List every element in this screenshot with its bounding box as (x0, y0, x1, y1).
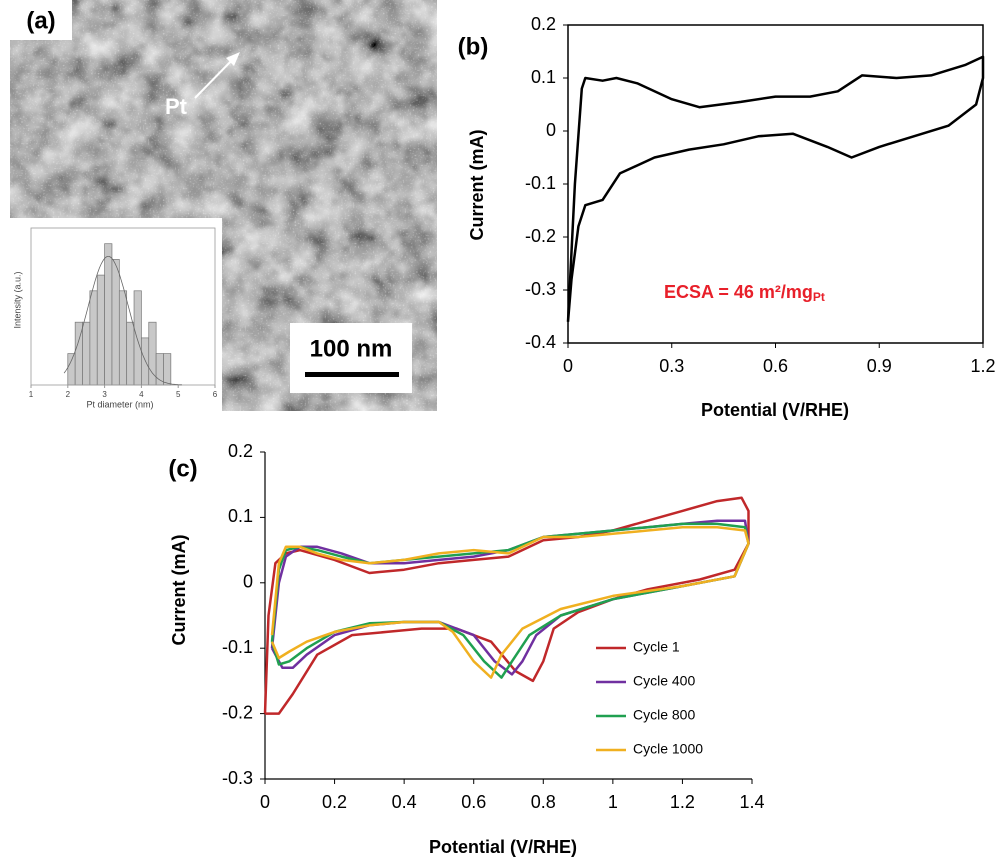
y-tick-label: -0.1 (525, 173, 556, 193)
y-tick-label: -0.2 (222, 702, 253, 722)
annotation: Pt (165, 94, 188, 119)
bar (163, 354, 170, 385)
annotation: ECSA = 46 m²/mgPt (664, 282, 825, 304)
legend-label: Cycle 400 (633, 673, 695, 689)
y-tick-label: -0.4 (525, 332, 556, 352)
x-tick-label: 1.2 (970, 356, 995, 376)
y-axis-label: Current (mA) (467, 129, 487, 240)
panel-label: (a) (26, 7, 55, 34)
x-tick-label: 0.8 (531, 792, 556, 812)
panel-label: (b) (458, 33, 489, 60)
bar (105, 244, 112, 385)
x-tick-label: 2 (66, 390, 71, 399)
y-tick-label: 0.2 (531, 14, 556, 34)
bar (68, 354, 75, 385)
x-tick-label: 0.6 (763, 356, 788, 376)
bar (90, 291, 97, 385)
x-tick-label: 6 (213, 390, 218, 399)
x-tick-label: 0.9 (867, 356, 892, 376)
legend-label: Cycle 1 (633, 639, 680, 655)
bar (97, 275, 104, 385)
x-axis-label: Potential (V/RHE) (429, 837, 577, 857)
y-tick-label: 0 (243, 572, 253, 592)
x-axis-label: Potential (V/RHE) (701, 400, 849, 420)
y-tick-label: 0.1 (531, 67, 556, 87)
x-tick-label: 4 (139, 390, 144, 399)
y-axis-label: Intensity (a.u.) (12, 271, 22, 328)
x-tick-label: 5 (176, 390, 181, 399)
y-tick-label: -0.3 (525, 279, 556, 299)
bar (119, 291, 126, 385)
y-tick-label: 0 (546, 120, 556, 140)
x-tick-label: 0 (563, 356, 573, 376)
annotation-text: ECSA = 46 m²/mg (664, 282, 813, 302)
x-tick-label: 1.2 (670, 792, 695, 812)
x-tick-label: 1 (608, 792, 618, 812)
bar (83, 322, 90, 385)
scale-label: 100 nm (310, 335, 393, 362)
x-tick-label: 1.4 (739, 792, 764, 812)
y-tick-label: 0.2 (228, 441, 253, 461)
x-tick-label: 0 (260, 792, 270, 812)
y-axis-label: Current (mA) (169, 534, 189, 645)
y-tick-label: 0.1 (228, 506, 253, 526)
panel-label: (c) (168, 455, 197, 482)
legend-label: Cycle 1000 (633, 741, 703, 757)
annotation-subscript: Pt (813, 290, 825, 304)
x-tick-label: 0.4 (392, 792, 417, 812)
x-tick-label: 1 (29, 390, 34, 399)
y-tick-label: -0.1 (222, 637, 253, 657)
x-tick-label: 3 (102, 390, 107, 399)
scale-bar (305, 372, 399, 377)
legend-label: Cycle 800 (633, 707, 695, 723)
bar (141, 338, 148, 385)
x-tick-label: 0.6 (461, 792, 486, 812)
bar (112, 259, 119, 385)
x-tick-label: 0.3 (659, 356, 684, 376)
y-tick-label: -0.3 (222, 768, 253, 788)
figure: (a) Pt 100 nm Intensity (a.u.) Pt diamet… (0, 0, 1005, 859)
y-tick-label: -0.2 (525, 226, 556, 246)
bar (134, 291, 141, 385)
x-axis-label: Pt diameter (nm) (86, 399, 153, 409)
x-tick-label: 0.2 (322, 792, 347, 812)
bar (127, 322, 134, 385)
